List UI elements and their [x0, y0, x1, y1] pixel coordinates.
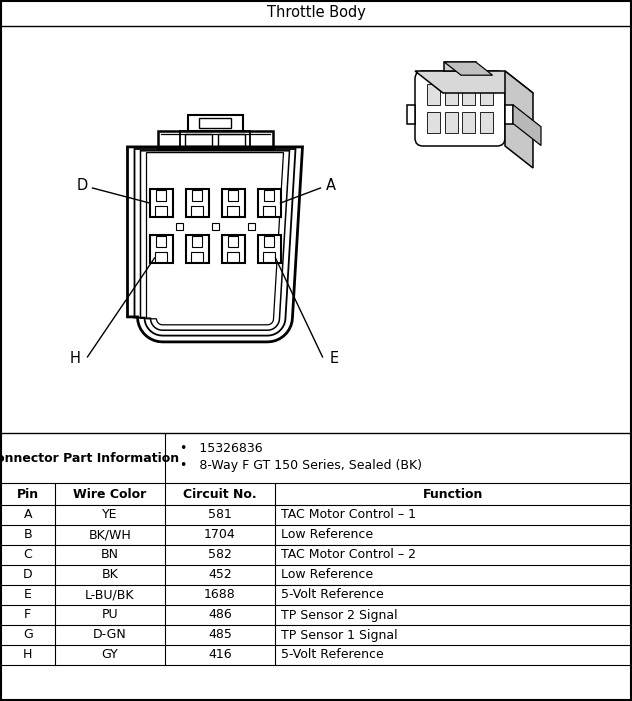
Text: H: H [23, 648, 32, 662]
Bar [257, 189, 281, 217]
Text: G: G [23, 629, 33, 641]
Text: Throttle Body: Throttle Body [267, 6, 365, 20]
Text: 5-Volt Reference: 5-Volt Reference [281, 648, 384, 662]
Polygon shape [513, 104, 541, 146]
Bar [180, 131, 250, 147]
Bar [199, 118, 231, 128]
Text: 5-Volt Reference: 5-Volt Reference [281, 589, 384, 601]
Text: D-GN: D-GN [93, 629, 126, 641]
Bar [480, 84, 493, 105]
Text: •   15326836: • 15326836 [179, 442, 262, 454]
Bar [192, 190, 202, 201]
Text: D: D [77, 179, 88, 193]
Bar [444, 111, 458, 132]
Text: E: E [330, 351, 339, 367]
Bar [191, 252, 204, 262]
Text: •   8-Way F GT 150 Series, Sealed (BK): • 8-Way F GT 150 Series, Sealed (BK) [179, 459, 422, 472]
Bar [263, 206, 276, 216]
Text: Connector Part Information: Connector Part Information [0, 451, 179, 465]
Bar [176, 222, 183, 229]
Text: 416: 416 [208, 648, 232, 662]
Text: 581: 581 [208, 508, 232, 522]
Bar [221, 235, 245, 263]
Bar [263, 252, 276, 262]
Bar [155, 206, 167, 216]
Bar [212, 222, 219, 229]
Text: TAC Motor Control – 1: TAC Motor Control – 1 [281, 508, 416, 522]
Text: 1688: 1688 [204, 589, 236, 601]
Text: BK/WH: BK/WH [88, 529, 131, 541]
Bar [444, 62, 476, 71]
Text: 486: 486 [208, 608, 232, 622]
Text: F: F [24, 608, 32, 622]
Bar [221, 189, 245, 217]
Polygon shape [444, 62, 492, 75]
Text: A: A [23, 508, 32, 522]
Bar [228, 236, 238, 247]
Bar [155, 252, 167, 262]
Bar [462, 84, 475, 105]
Bar [248, 222, 255, 229]
Text: 582: 582 [208, 548, 232, 562]
Text: Function: Function [423, 487, 483, 501]
Bar [156, 190, 166, 201]
Bar [427, 84, 441, 105]
Bar [191, 206, 204, 216]
Text: D: D [23, 569, 33, 582]
Text: TP Sensor 1 Signal: TP Sensor 1 Signal [281, 629, 398, 641]
Polygon shape [505, 71, 533, 168]
Text: 1704: 1704 [204, 529, 236, 541]
Text: GY: GY [101, 648, 118, 662]
Polygon shape [505, 104, 513, 123]
Polygon shape [415, 71, 533, 93]
Text: 452: 452 [208, 569, 232, 582]
Polygon shape [407, 104, 415, 123]
Text: Low Reference: Low Reference [281, 529, 373, 541]
Text: BN: BN [100, 548, 119, 562]
Text: YE: YE [102, 508, 118, 522]
Text: A: A [325, 179, 336, 193]
Bar [480, 111, 493, 132]
Text: BK: BK [101, 569, 118, 582]
Bar [427, 111, 441, 132]
Bar [188, 115, 243, 131]
Bar [257, 235, 281, 263]
Text: B: B [23, 529, 32, 541]
Text: E: E [24, 589, 32, 601]
Text: C: C [23, 548, 32, 562]
Bar [156, 236, 166, 247]
Bar [192, 236, 202, 247]
Bar [228, 190, 238, 201]
FancyBboxPatch shape [415, 71, 505, 146]
Bar [264, 190, 274, 201]
Text: 485: 485 [208, 629, 232, 641]
Bar [186, 189, 209, 217]
Text: TAC Motor Control – 2: TAC Motor Control – 2 [281, 548, 416, 562]
Bar [444, 84, 458, 105]
Text: Circuit No.: Circuit No. [183, 487, 257, 501]
Text: Wire Color: Wire Color [73, 487, 146, 501]
Bar [186, 235, 209, 263]
Text: PU: PU [101, 608, 118, 622]
Bar [150, 235, 173, 263]
Bar [157, 131, 272, 149]
Text: TP Sensor 2 Signal: TP Sensor 2 Signal [281, 608, 398, 622]
Bar [150, 189, 173, 217]
Text: Low Reference: Low Reference [281, 569, 373, 582]
Text: L-BU/BK: L-BU/BK [85, 589, 135, 601]
Text: H: H [70, 351, 81, 367]
Bar [227, 252, 240, 262]
Bar [264, 236, 274, 247]
Text: Pin: Pin [16, 487, 39, 501]
Bar [462, 111, 475, 132]
Bar [218, 134, 245, 146]
Bar [185, 134, 212, 146]
Bar [227, 206, 240, 216]
